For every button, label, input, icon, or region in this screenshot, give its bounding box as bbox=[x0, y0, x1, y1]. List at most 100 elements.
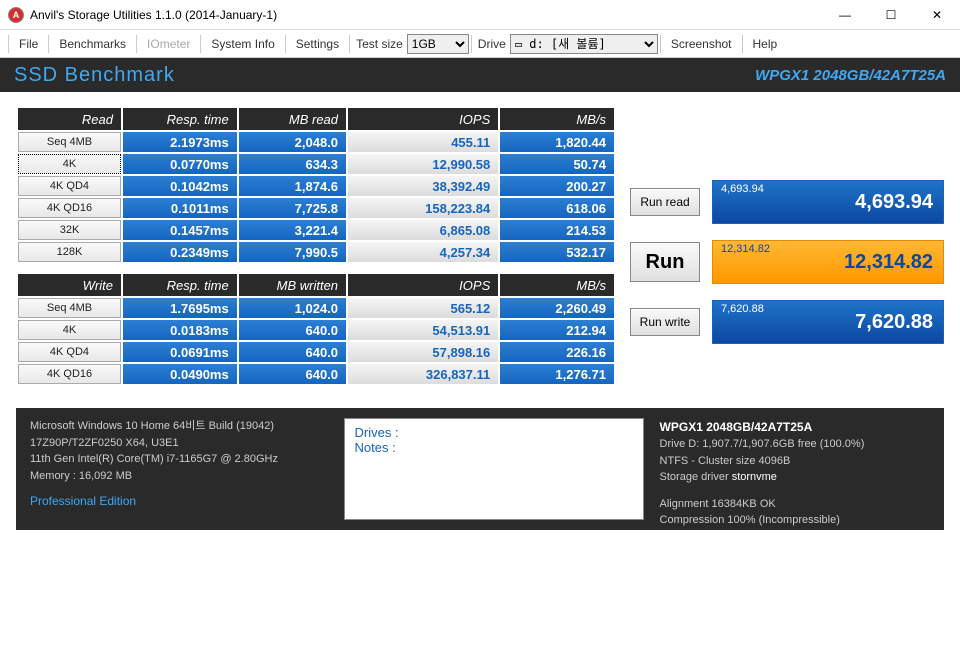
drives-label: Drives : bbox=[355, 425, 633, 440]
read-col-label: Read bbox=[18, 108, 121, 130]
cell-mbs: 1,276.71 bbox=[500, 364, 614, 384]
cell-mb: 640.0 bbox=[239, 320, 346, 340]
cell-resp: 1.7695ms bbox=[123, 298, 237, 318]
table-row: Seq 4MB2.1973ms2,048.0455.111,820.44 bbox=[18, 132, 614, 152]
write-col-mbs: MB/s bbox=[500, 274, 614, 296]
write-col-resp: Resp. time bbox=[123, 274, 237, 296]
row-label[interactable]: Seq 4MB bbox=[18, 132, 121, 152]
menu-benchmarks[interactable]: Benchmarks bbox=[51, 34, 134, 54]
drive-alignment: Alignment 16384KB OK bbox=[660, 496, 930, 513]
drive-capacity: Drive D: 1,907.7/1,907.6GB free (100.0%) bbox=[660, 436, 930, 453]
cell-resp: 0.2349ms bbox=[123, 242, 237, 262]
cell-resp: 0.0490ms bbox=[123, 364, 237, 384]
cell-mb: 640.0 bbox=[239, 364, 346, 384]
cell-mbs: 200.27 bbox=[500, 176, 614, 196]
read-col-resp: Resp. time bbox=[123, 108, 237, 130]
cell-iops: 12,990.58 bbox=[348, 154, 498, 174]
run-button[interactable]: Run bbox=[630, 242, 700, 282]
cell-mbs: 214.53 bbox=[500, 220, 614, 240]
menu-screenshot[interactable]: Screenshot bbox=[663, 34, 740, 54]
write-col-label: Write bbox=[18, 274, 121, 296]
cell-mbs: 50.74 bbox=[500, 154, 614, 174]
read-table: Read Resp. time MB read IOPS MB/s Seq 4M… bbox=[16, 106, 616, 264]
footer: Microsoft Windows 10 Home 64비트 Build (19… bbox=[16, 408, 944, 530]
table-row: 32K0.1457ms3,221.46,865.08214.53 bbox=[18, 220, 614, 240]
write-col-mb: MB written bbox=[239, 274, 346, 296]
row-label[interactable]: 4K QD4 bbox=[18, 342, 121, 362]
cell-mbs: 226.16 bbox=[500, 342, 614, 362]
cell-iops: 455.11 bbox=[348, 132, 498, 152]
page-title: SSD Benchmark bbox=[14, 64, 175, 87]
menu-help[interactable]: Help bbox=[745, 34, 786, 54]
row-label[interactable]: 4K QD16 bbox=[18, 364, 121, 384]
device-id: WPGX1 2048GB/42A7T25A bbox=[755, 67, 946, 84]
notes-box[interactable]: Drives : Notes : bbox=[344, 418, 644, 520]
cell-mbs: 2,260.49 bbox=[500, 298, 614, 318]
write-score-small: 7,620.88 bbox=[721, 303, 764, 315]
cell-mb: 640.0 bbox=[239, 342, 346, 362]
main-content: Read Resp. time MB read IOPS MB/s Seq 4M… bbox=[0, 92, 960, 402]
cell-iops: 158,223.84 bbox=[348, 198, 498, 218]
menu-file[interactable]: File bbox=[11, 34, 46, 54]
cell-mb: 634.3 bbox=[239, 154, 346, 174]
cell-resp: 0.1011ms bbox=[123, 198, 237, 218]
cell-mbs: 532.17 bbox=[500, 242, 614, 262]
run-read-button[interactable]: Run read bbox=[630, 188, 700, 216]
menu-settings[interactable]: Settings bbox=[288, 34, 347, 54]
row-label[interactable]: Seq 4MB bbox=[18, 298, 121, 318]
cell-mb: 3,221.4 bbox=[239, 220, 346, 240]
table-row: 4K QD160.0490ms640.0326,837.111,276.71 bbox=[18, 364, 614, 384]
cell-mb: 1,024.0 bbox=[239, 298, 346, 318]
table-row: 4K QD160.1011ms7,725.8158,223.84618.06 bbox=[18, 198, 614, 218]
menu-system-info[interactable]: System Info bbox=[203, 34, 282, 54]
row-label[interactable]: 4K QD4 bbox=[18, 176, 121, 196]
row-label[interactable]: 32K bbox=[18, 220, 121, 240]
test-size-select[interactable]: 1GB bbox=[407, 34, 469, 54]
cell-iops: 326,837.11 bbox=[348, 364, 498, 384]
drive-compression: Compression 100% (Incompressible) bbox=[660, 512, 930, 529]
write-score: 7,620.88 7,620.88 bbox=[712, 300, 944, 344]
table-row: 4K QD40.0691ms640.057,898.16226.16 bbox=[18, 342, 614, 362]
menubar: File Benchmarks IOmeter System Info Sett… bbox=[0, 30, 960, 58]
row-label[interactable]: 4K QD16 bbox=[18, 198, 121, 218]
table-row: Seq 4MB1.7695ms1,024.0565.122,260.49 bbox=[18, 298, 614, 318]
write-table: Write Resp. time MB written IOPS MB/s Se… bbox=[16, 272, 616, 386]
run-write-button[interactable]: Run write bbox=[630, 308, 700, 336]
minimize-button[interactable]: — bbox=[822, 0, 868, 30]
edition-label: Professional Edition bbox=[30, 492, 328, 510]
table-row: 4K0.0770ms634.312,990.5850.74 bbox=[18, 154, 614, 174]
sys-cpu: 11th Gen Intel(R) Core(TM) i7-1165G7 @ 2… bbox=[30, 451, 328, 468]
cell-mb: 1,874.6 bbox=[239, 176, 346, 196]
row-label[interactable]: 4K bbox=[18, 154, 121, 174]
cell-resp: 2.1973ms bbox=[123, 132, 237, 152]
maximize-button[interactable]: ☐ bbox=[868, 0, 914, 30]
row-label[interactable]: 128K bbox=[18, 242, 121, 262]
header-band: SSD Benchmark WPGX1 2048GB/42A7T25A bbox=[0, 58, 960, 92]
close-button[interactable]: ✕ bbox=[914, 0, 960, 30]
row-label[interactable]: 4K bbox=[18, 320, 121, 340]
write-col-iops: IOPS bbox=[348, 274, 498, 296]
sys-memory: Memory : 16,092 MB bbox=[30, 468, 328, 485]
menu-iometer[interactable]: IOmeter bbox=[139, 34, 198, 54]
cell-iops: 57,898.16 bbox=[348, 342, 498, 362]
total-score-small: 12,314.82 bbox=[721, 243, 770, 255]
cell-resp: 0.1042ms bbox=[123, 176, 237, 196]
cell-resp: 0.0691ms bbox=[123, 342, 237, 362]
cell-iops: 4,257.34 bbox=[348, 242, 498, 262]
drive-driver: Storage driver stornvme bbox=[660, 469, 930, 486]
read-score-small: 4,693.94 bbox=[721, 183, 764, 195]
drive-select[interactable]: ▭ d: [새 볼륨] bbox=[510, 34, 658, 54]
drive-title: WPGX1 2048GB/42A7T25A bbox=[660, 418, 930, 436]
table-row: 4K QD40.1042ms1,874.638,392.49200.27 bbox=[18, 176, 614, 196]
cell-iops: 54,513.91 bbox=[348, 320, 498, 340]
table-row: 128K0.2349ms7,990.54,257.34532.17 bbox=[18, 242, 614, 262]
cell-mb: 7,725.8 bbox=[239, 198, 346, 218]
drive-label: Drive bbox=[474, 37, 510, 51]
cell-iops: 38,392.49 bbox=[348, 176, 498, 196]
cell-iops: 565.12 bbox=[348, 298, 498, 318]
cell-mbs: 618.06 bbox=[500, 198, 614, 218]
right-panel: Run read 4,693.94 4,693.94 Run 12,314.82… bbox=[630, 106, 944, 394]
drive-info: WPGX1 2048GB/42A7T25A Drive D: 1,907.7/1… bbox=[660, 418, 930, 520]
app-icon: A bbox=[8, 7, 24, 23]
sys-os: Microsoft Windows 10 Home 64비트 Build (19… bbox=[30, 418, 328, 435]
